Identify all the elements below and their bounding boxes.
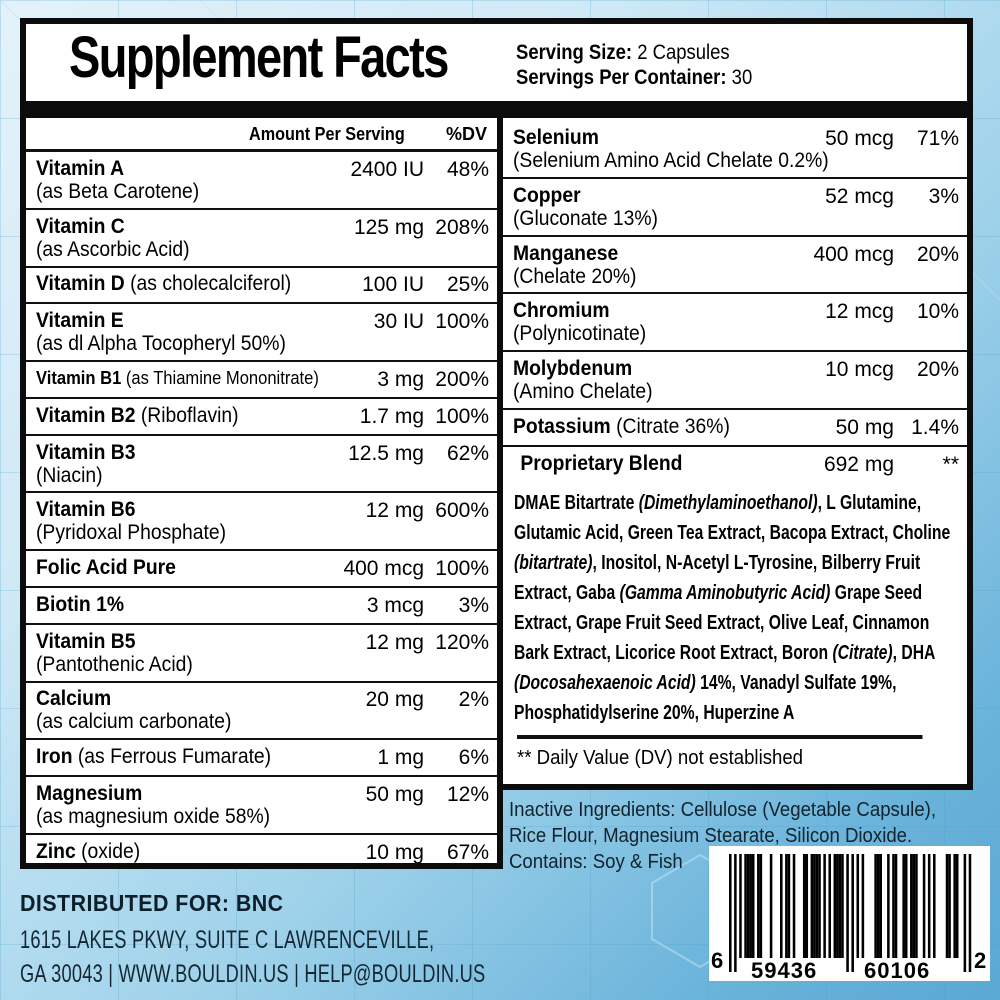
svg-text:6: 6 (711, 948, 723, 973)
svg-text:2: 2 (974, 948, 986, 973)
svg-text:59436: 59436 (751, 958, 817, 981)
svg-text:60106: 60106 (864, 958, 930, 981)
